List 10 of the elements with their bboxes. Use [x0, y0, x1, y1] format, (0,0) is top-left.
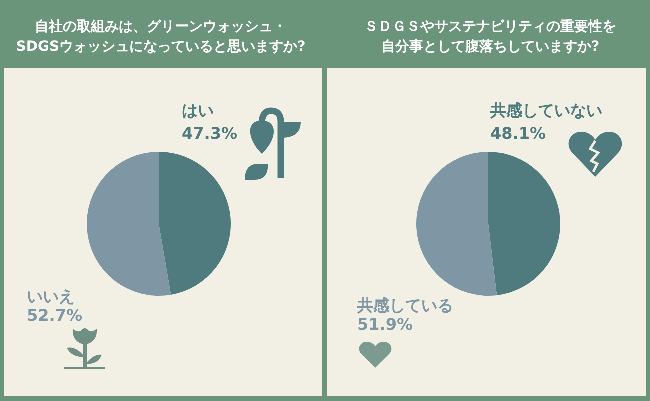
slice-label: いいえ [27, 287, 75, 306]
data-label: 48.1% [490, 124, 546, 143]
chart-title: ＳＤＧＳやサステナビリティの重要性を自分事として腹落ちしていますか? [364, 19, 616, 55]
data-label: 52.7% [27, 306, 83, 325]
data-label: 47.3% [182, 124, 238, 143]
slice-label: はい [182, 101, 214, 120]
data-label: 51.9% [358, 315, 414, 334]
chart-title: 自社の取組みは、グリーンウォッシュ・SDGSウォッシュになっていると思いますか? [16, 19, 306, 55]
slice-label: 共感していない [490, 101, 602, 120]
slice-label: 共感している [356, 296, 454, 315]
